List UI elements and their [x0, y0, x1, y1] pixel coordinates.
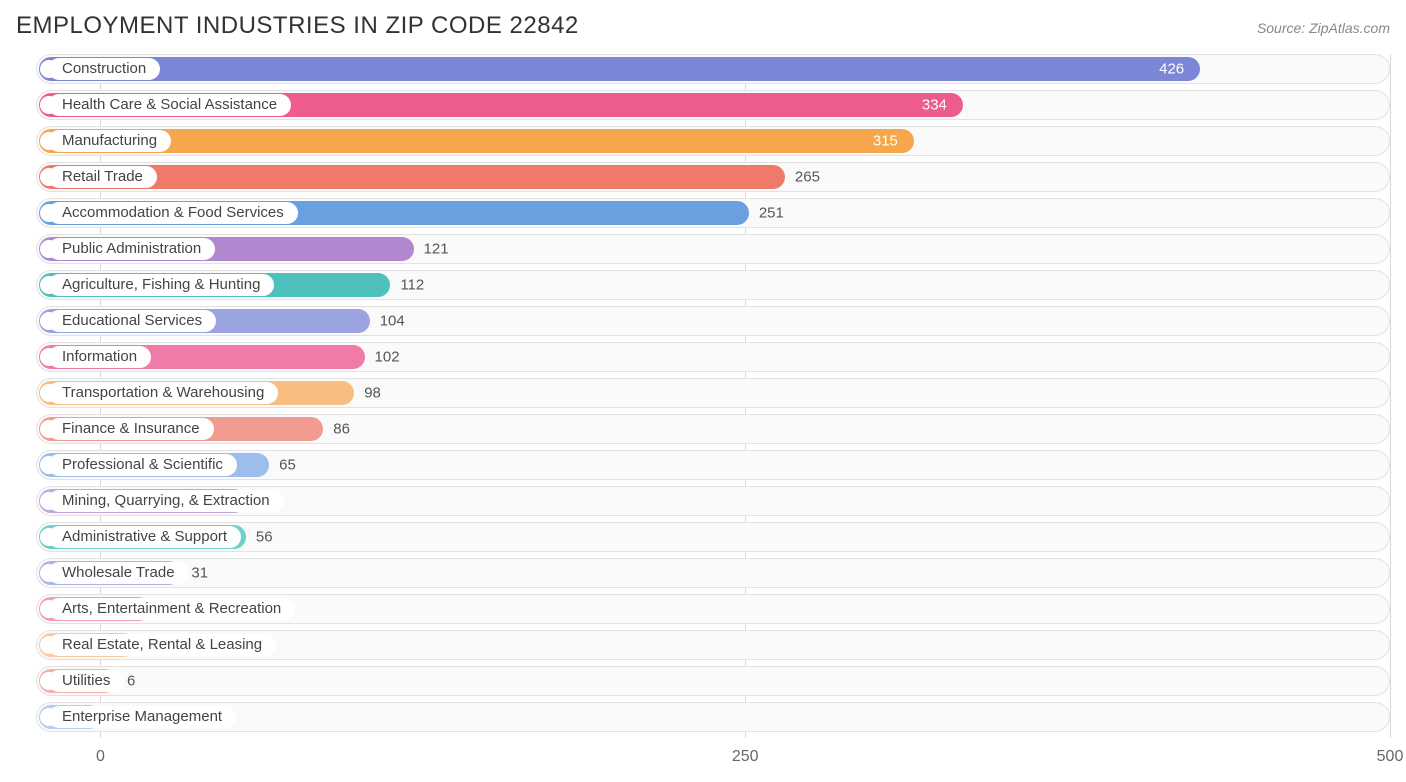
bar-row: 56 Administrative & Support: [36, 522, 1390, 552]
bar-value-label: 251: [759, 205, 784, 222]
bar-row: 0Enterprise Management: [36, 702, 1390, 732]
x-tick-label: 0: [96, 748, 105, 766]
bar-row: 334 Health Care & Social Assistance: [36, 90, 1390, 120]
category-pill: Enterprise Management: [48, 706, 236, 728]
category-pill: Public Administration: [48, 238, 215, 260]
category-pill: Construction: [48, 58, 160, 80]
bar-row: 98 Transportation & Warehousing: [36, 378, 1390, 408]
bar-value-label: 265: [795, 169, 820, 186]
category-pill: Accommodation & Food Services: [48, 202, 298, 224]
category-pill: Agriculture, Fishing & Hunting: [48, 274, 274, 296]
bar-value-label: 112: [400, 277, 424, 294]
chart-header: EMPLOYMENT INDUSTRIES IN ZIP CODE 22842 …: [16, 12, 1390, 40]
bar-value-label: 31: [191, 565, 208, 582]
bar-chart: 426 Construction 334 Health Care & Social A…: [16, 54, 1390, 766]
source-label: Source:: [1257, 20, 1305, 36]
category-pill: Finance & Insurance: [48, 418, 214, 440]
category-pill: Utilities: [48, 670, 124, 692]
bar-value-label: 102: [375, 349, 400, 366]
bar-value-label: 98: [364, 385, 381, 402]
bar-row: 31Wholesale Trade: [36, 558, 1390, 588]
bar-row: 104 Educational Services: [36, 306, 1390, 336]
category-pill: Retail Trade: [48, 166, 157, 188]
category-pill: Professional & Scientific: [48, 454, 237, 476]
category-pill: Manufacturing: [48, 130, 171, 152]
bar: [39, 57, 1200, 81]
bar-row: 6Utilities: [36, 666, 1390, 696]
category-pill: Transportation & Warehousing: [48, 382, 278, 404]
bar-row: 121 Public Administration: [36, 234, 1390, 264]
bar-value-label: 426: [1159, 61, 1184, 78]
bar-row: 65 Professional & Scientific: [36, 450, 1390, 480]
x-tick-label: 500: [1377, 748, 1404, 766]
x-axis: 0250500: [16, 742, 1390, 766]
bar-value-label: 121: [424, 241, 449, 258]
bar-value-label: 86: [333, 421, 350, 438]
chart-title: EMPLOYMENT INDUSTRIES IN ZIP CODE 22842: [16, 12, 579, 40]
bar-value-label: 65: [279, 457, 296, 474]
bar-row: 56Mining, Quarrying, & Extraction: [36, 486, 1390, 516]
category-pill: Health Care & Social Assistance: [48, 94, 291, 116]
bar-value-label: 56: [256, 529, 273, 546]
bar-row: 19Arts, Entertainment & Recreation: [36, 594, 1390, 624]
bar-row: 86 Finance & Insurance: [36, 414, 1390, 444]
category-pill: Real Estate, Rental & Leasing: [48, 634, 276, 656]
bar-row: 315 Manufacturing: [36, 126, 1390, 156]
bar-row: 251 Accommodation & Food Services: [36, 198, 1390, 228]
chart-container: 426 Construction 334 Health Care & Social A…: [16, 54, 1390, 766]
bar-value-label: 334: [922, 97, 947, 114]
category-pill: Administrative & Support: [48, 526, 241, 548]
category-pill: Educational Services: [48, 310, 216, 332]
bars-group: 426 Construction 334 Health Care & Social A…: [16, 54, 1390, 732]
category-pill: Arts, Entertainment & Recreation: [48, 598, 295, 620]
bar-value-label: 315: [873, 133, 898, 150]
x-tick-label: 250: [732, 748, 759, 766]
bar-value-label: 6: [127, 673, 135, 690]
category-pill: Information: [48, 346, 151, 368]
source-name: ZipAtlas.com: [1309, 20, 1390, 36]
bar-value-label: 104: [380, 313, 405, 330]
bar-row: 102 Information: [36, 342, 1390, 372]
grid-line: [1390, 54, 1391, 738]
chart-source: Source: ZipAtlas.com: [1257, 20, 1390, 36]
category-pill: Wholesale Trade: [48, 562, 189, 584]
bar-row: 426 Construction: [36, 54, 1390, 84]
category-pill: Mining, Quarrying, & Extraction: [48, 490, 284, 512]
bar-row: 112 Agriculture, Fishing & Hunting: [36, 270, 1390, 300]
bar-row: 265 Retail Trade: [36, 162, 1390, 192]
bar-row: 13Real Estate, Rental & Leasing: [36, 630, 1390, 660]
